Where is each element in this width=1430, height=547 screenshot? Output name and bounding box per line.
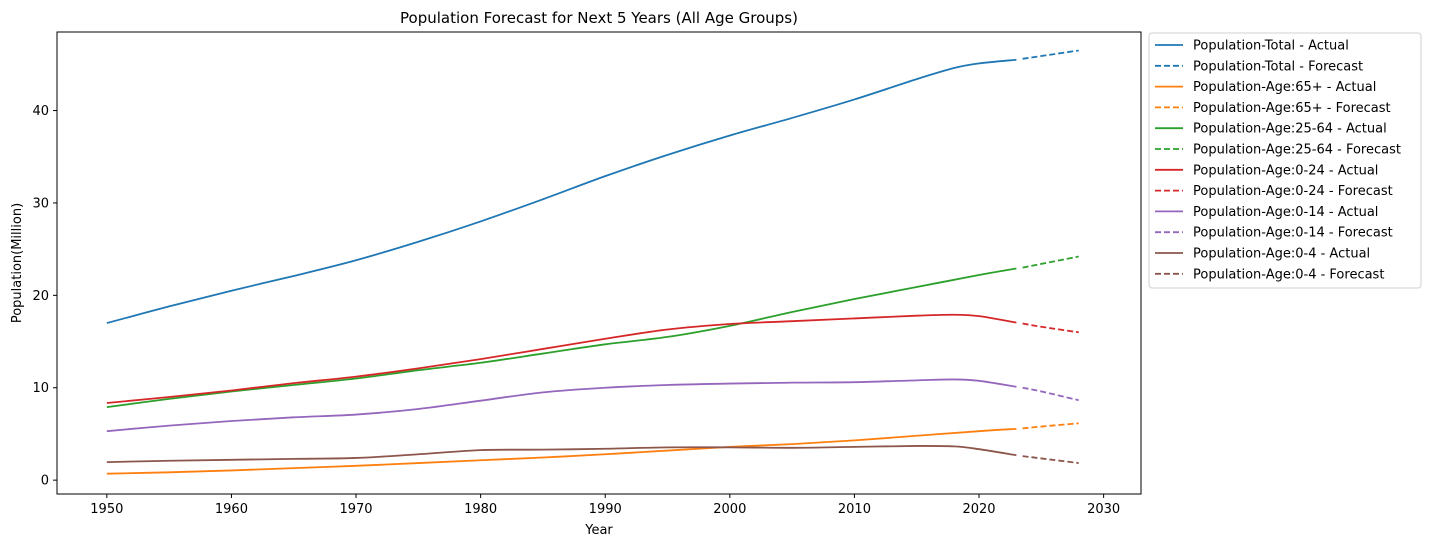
x-axis: 1950 1960 1970 1980 1990 2000 2010 2020 2030 [90,494,1120,517]
y-axis-title: Population(Million) [10,203,25,323]
y-tick-label: 10 [32,381,49,396]
series-line-8 [106,378,1017,433]
legend-label-9: Population-Age:0-14 - Forecast [1193,226,1393,241]
series-line-5 [1022,255,1079,269]
series-line-7 [1022,322,1079,334]
x-tick-label: 1960 [215,502,248,517]
x-tick-label: 2000 [713,502,746,517]
legend-label-4: Population-Age:25-64 - Actual [1193,122,1387,137]
y-tick-label: 20 [32,289,49,304]
x-tick-label: 1970 [339,502,372,517]
legend-label-8: Population-Age:0-14 - Actual [1193,205,1378,220]
series-line-0 [106,58,1017,324]
legend-label-2: Population-Age:65+ - Actual [1193,80,1376,95]
plot-frame [56,31,1142,495]
legend-frame [1148,32,1422,289]
legend-label-3: Population-Age:65+ - Forecast [1193,101,1391,116]
chart-title: Population Forecast for Next 5 Years (Al… [400,9,798,27]
legend-label-6: Population-Age:0-24 - Actual [1193,163,1378,178]
series-line-11 [1022,455,1079,464]
series-line-1 [1022,49,1079,60]
y-tick-label: 30 [32,196,49,211]
x-tick-label: 1990 [589,502,622,517]
plot-lines [106,49,1079,475]
x-tick-label: 2020 [962,502,995,517]
legend-label-10: Population-Age:0-4 - Actual [1193,247,1370,262]
x-tick-label: 2010 [838,502,871,517]
y-axis: 0 10 20 30 40 [32,104,57,489]
x-tick-label: 1980 [464,502,497,517]
series-line-4 [106,267,1017,409]
legend-label-1: Population-Total - Forecast [1193,59,1363,74]
series-line-9 [1022,386,1079,402]
legend-label-11: Population-Age:0-4 - Forecast [1193,267,1384,282]
y-tick-label: 0 [41,474,49,489]
legend-label-7: Population-Age:0-24 - Forecast [1193,184,1393,199]
x-tick-label: 2030 [1087,502,1120,517]
series-line-3 [1022,422,1079,430]
x-axis-title: Year [584,523,613,538]
x-tick-label: 1950 [90,502,123,517]
legend: Population-Total - Actual Population-Tota… [1148,32,1422,289]
y-tick-label: 40 [32,104,49,119]
legend-label-5: Population-Age:25-64 - Forecast [1193,143,1401,158]
series-line-2 [106,427,1017,475]
legend-label-0: Population-Total - Actual [1193,39,1349,54]
series-line-10 [106,445,1017,464]
series-line-6 [106,313,1017,404]
